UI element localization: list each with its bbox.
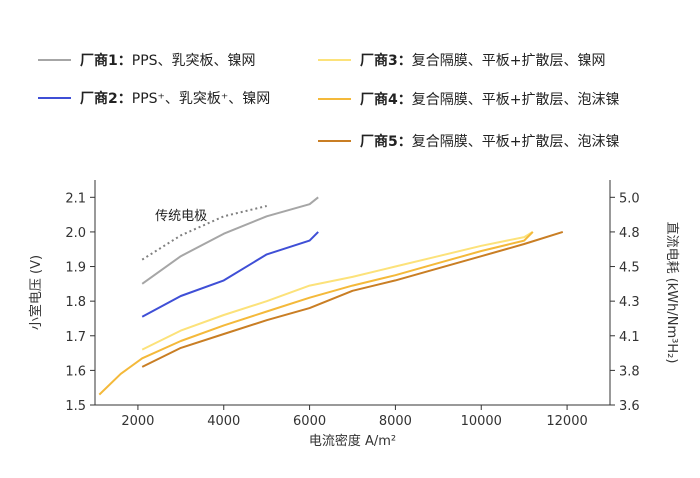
axes: 2000 4000 6000 8000 10000 12000 1.51.61.71.81… bbox=[65, 180, 640, 429]
y-ticks: 1.5 1.6 1.7 1.8 1.9 2.0 2.1 bbox=[65, 191, 95, 414]
y2-tick-label: 4.1 bbox=[619, 330, 640, 345]
legend-entry-1: 厂商1：PPS、乳突板、镍网 bbox=[80, 52, 256, 69]
x-tick-label: 6000 bbox=[293, 414, 326, 429]
series-line-3 bbox=[141, 231, 534, 351]
x-tick-label: 10000 bbox=[461, 414, 502, 429]
y2-tick-label: 4.5 bbox=[619, 261, 640, 276]
x-tick-label: 4000 bbox=[207, 414, 240, 429]
legend-entry-4: 厂商4：复合隔膜、平板+扩散层、泡沫镍 bbox=[360, 91, 619, 108]
legend-entry-vendor: 厂商2： bbox=[80, 90, 132, 107]
y-tick-label: 1.7 bbox=[65, 330, 86, 345]
legend: 厂商1：PPS、乳突板、镍网厂商2：PPS⁺、乳突板⁺、镍网厂商3：复合隔膜、平… bbox=[38, 52, 619, 150]
y-axis-title: 小室电压 (V) bbox=[28, 255, 44, 330]
legend-entry-vendor: 厂商5： bbox=[360, 133, 412, 150]
x-axis-title: 电流密度 A/m² bbox=[309, 433, 396, 449]
legend-entry-vendor: 厂商4： bbox=[360, 91, 412, 108]
legend-entry-desc: 复合隔膜、平板+扩散层、泡沫镍 bbox=[412, 133, 620, 150]
legend-entry-desc: 复合隔膜、平板+扩散层、镍网 bbox=[412, 52, 606, 69]
x-ticks: 2000 4000 6000 8000 10000 12000 bbox=[121, 405, 588, 429]
annotation-label: 传统电极 bbox=[155, 209, 207, 224]
y-tick-label: 2.1 bbox=[65, 191, 86, 206]
series-line-2 bbox=[141, 231, 319, 318]
legend-entry-2: 厂商2：PPS⁺、乳突板⁺、镍网 bbox=[80, 90, 270, 107]
y-tick-label: 1.5 bbox=[65, 399, 86, 414]
legend-entry-vendor: 厂商1： bbox=[80, 52, 132, 69]
y2-ticks: 3.6 3.8 4.1 4.3 4.5 4.8 5.0 bbox=[610, 191, 640, 414]
y-tick-label: 1.9 bbox=[65, 261, 86, 276]
y-tick-label: 1.6 bbox=[65, 364, 86, 379]
y-tick-label: 2.0 bbox=[65, 226, 86, 241]
legend-entry-desc: PPS⁺、乳突板⁺、镍网 bbox=[132, 91, 271, 107]
legend-entry-desc: PPS、乳突板、镍网 bbox=[132, 53, 256, 69]
y2-tick-label: 3.8 bbox=[619, 364, 640, 379]
series-layer bbox=[98, 196, 564, 396]
x-tick-label: 12000 bbox=[546, 414, 587, 429]
x-tick-label: 2000 bbox=[121, 414, 154, 429]
legend-entry-vendor: 厂商3： bbox=[360, 52, 412, 69]
legend-entry-5: 厂商5：复合隔膜、平板+扩散层、泡沫镍 bbox=[360, 133, 619, 150]
y2-tick-label: 3.6 bbox=[619, 399, 640, 414]
y2-axis-title: 直流电耗 (kWh/Nm³H₂) bbox=[664, 222, 679, 364]
legend-entry-desc: 复合隔膜、平板+扩散层、泡沫镍 bbox=[412, 91, 620, 108]
series-line-1 bbox=[141, 196, 319, 285]
y2-tick-label: 5.0 bbox=[619, 191, 640, 206]
series-line-5 bbox=[141, 230, 564, 368]
y2-tick-label: 4.8 bbox=[619, 226, 640, 241]
y-tick-label: 1.8 bbox=[65, 295, 86, 310]
series-line-4 bbox=[98, 231, 534, 396]
x-tick-label: 8000 bbox=[379, 414, 412, 429]
y2-tick-label: 4.3 bbox=[619, 295, 640, 310]
legend-entry-3: 厂商3：复合隔膜、平板+扩散层、镍网 bbox=[360, 52, 605, 69]
